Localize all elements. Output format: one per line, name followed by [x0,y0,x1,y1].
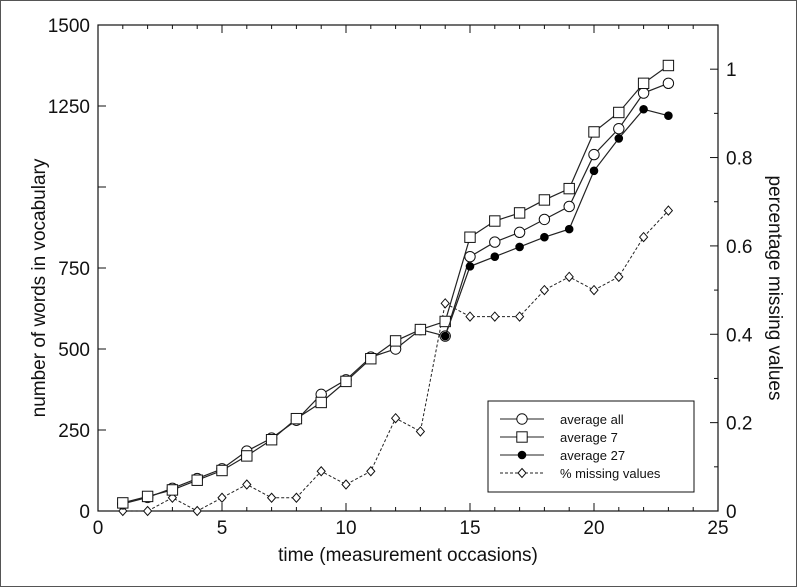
data-point-average-27 [440,331,450,341]
y2-tick-label: 1 [726,60,737,81]
data-point-average-27 [639,104,648,114]
legend-label: % missing values [560,466,661,481]
y-tick-label: 750 [58,259,90,280]
data-point-average-all [637,87,650,99]
data-point-average-27 [515,242,524,252]
data-point-average-7 [216,464,228,477]
data-point-missing-values [465,311,475,322]
legend-label: average all [560,412,624,427]
x-tick-label: 25 [707,518,728,539]
data-point-average-7 [637,77,650,90]
data-point-missing-values [390,412,401,424]
series-line-average-27 [444,108,669,337]
data-point-missing-values [614,271,624,283]
data-point-average-7 [315,396,327,409]
data-point-average-7 [166,484,179,496]
data-point-average-7 [141,490,154,503]
legend-marker [517,467,527,479]
data-point-missing-values [142,505,153,517]
data-point-missing-values [440,298,450,309]
data-point-missing-values [291,492,302,503]
data-point-missing-values [514,311,525,322]
data-point-missing-values [490,311,500,322]
data-point-average-27 [465,262,475,271]
y-tick-label: 500 [58,340,90,361]
data-point-missing-values [242,479,252,490]
y2-axis-title: percentage missing values [764,176,785,401]
data-point-missing-values [341,479,351,490]
data-point-missing-values [663,205,674,216]
legend-marker [516,431,528,443]
data-point-average-7 [365,353,377,365]
data-point-average-all [513,226,526,239]
data-point-average-7 [662,59,675,72]
y-axis-title: number of words in vocabulary [29,158,50,417]
data-point-average-7 [588,126,600,138]
data-point-average-7 [389,335,402,347]
y-tick-label: 1500 [48,16,90,37]
y-tick-label: 1250 [48,97,90,118]
data-point-average-all [538,213,551,226]
data-point-average-27 [490,252,500,261]
data-point-missing-values [415,426,426,437]
data-point-average-7 [563,182,575,195]
y2-tick-label: 0.8 [726,149,752,170]
data-point-average-all [588,148,600,161]
data-point-average-27 [589,166,599,176]
data-point-average-27 [664,111,673,121]
data-point-missing-values [539,284,550,296]
data-point-missing-values [192,505,202,517]
y2-tick-label: 0 [726,502,737,523]
data-point-average-7 [513,207,526,219]
data-point-missing-values [589,284,599,296]
series-average-27 [440,104,673,341]
data-point-average-7 [265,434,278,446]
y-tick-label: 250 [58,421,90,442]
data-point-average-7 [290,412,303,425]
data-point-missing-values [316,465,326,477]
data-point-average-all [489,236,501,248]
data-point-missing-values [217,492,227,503]
data-point-average-27 [540,232,549,242]
legend-marker [517,450,527,460]
y-tick-label: 0 [79,502,90,523]
data-point-missing-values [564,271,574,283]
data-point-average-7 [489,215,501,227]
legend-label: average 7 [560,430,618,445]
y2-tick-label: 0.2 [726,414,752,435]
data-point-average-all [563,200,575,213]
legend-label: average 27 [560,448,625,463]
y2-tick-label: 0.6 [726,237,752,258]
x-tick-label: 5 [217,518,228,539]
data-point-average-all [613,122,625,135]
data-point-average-7 [538,194,551,206]
data-point-missing-values [638,231,649,243]
data-point-average-all [464,250,476,263]
x-tick-label: 20 [583,518,604,539]
data-point-average-7 [464,231,476,243]
data-point-average-27 [564,224,574,234]
y2-tick-label: 0.4 [726,325,753,346]
data-point-average-7 [414,323,427,336]
x-tick-label: 10 [335,518,356,539]
data-point-average-7 [191,474,203,486]
data-point-missing-values [266,492,277,503]
series-average-7 [117,59,675,509]
x-axis-title: time (measurement occasions) [278,545,538,566]
legend-marker [516,413,528,425]
data-point-average-7 [117,497,129,509]
legend: average all average 7 average 27 % missing … [487,400,695,493]
data-point-average-7 [613,106,625,119]
data-point-missing-values [366,465,376,477]
x-tick-label: 15 [459,518,480,539]
data-point-average-7 [340,375,352,388]
data-point-average-27 [614,134,624,143]
x-tick-label: 0 [93,518,104,539]
data-point-average-all [662,77,675,90]
data-point-average-7 [241,450,253,462]
